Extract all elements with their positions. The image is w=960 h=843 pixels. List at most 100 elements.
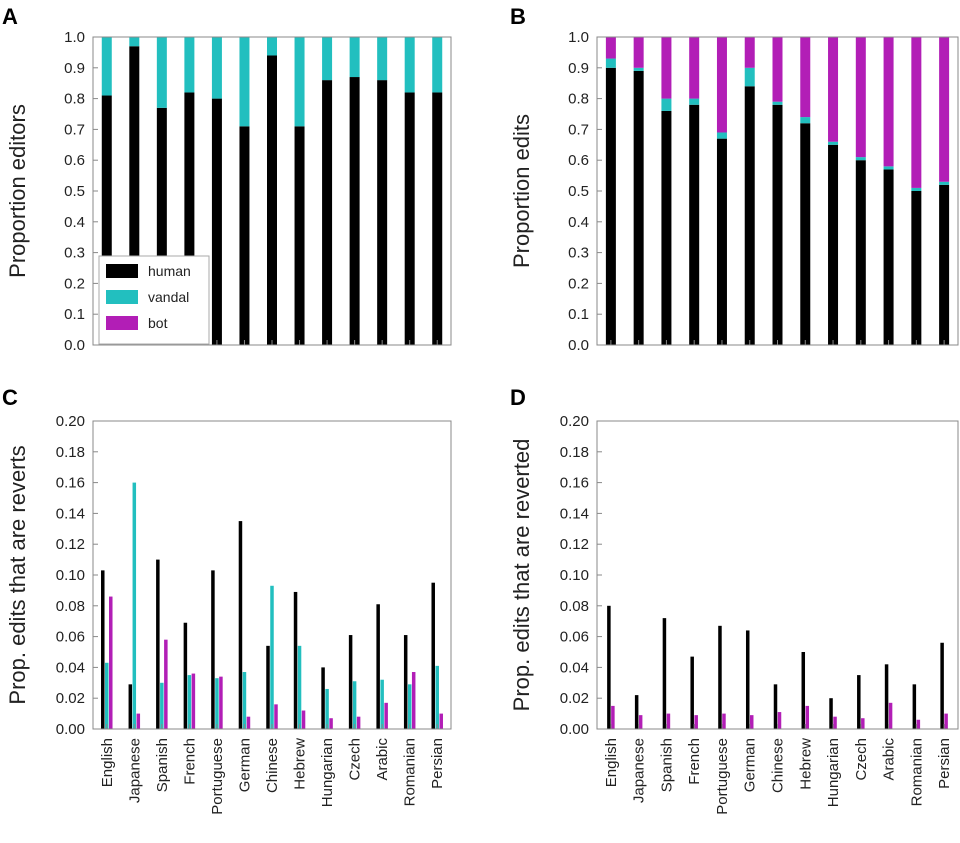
bar-vandal-portuguese xyxy=(211,37,222,99)
y-tick-label: 0.7 xyxy=(64,121,85,138)
bar-human-arabic xyxy=(377,80,388,346)
bar-human-japanese xyxy=(129,46,140,346)
x-tick-label: Japanese xyxy=(126,738,143,803)
bar-bot-romanian xyxy=(911,37,922,188)
y-axis-label: Prop. edits that are reverted xyxy=(509,439,534,712)
bar-human-french xyxy=(690,656,694,729)
panel-letter: B xyxy=(510,4,526,29)
y-tick-label: 0.4 xyxy=(64,214,85,231)
bar-human-romanian xyxy=(911,191,922,345)
y-tick-label: 0.18 xyxy=(56,444,85,461)
y-tick-label: 0.8 xyxy=(568,91,589,108)
y-tick-label: 0.6 xyxy=(64,152,85,169)
bar-human-chinese xyxy=(266,645,270,729)
bar-human-hebrew xyxy=(801,652,806,729)
y-tick-label: 0.00 xyxy=(560,721,589,738)
bar-vandal-hebrew xyxy=(800,117,811,124)
bar-human-persian xyxy=(939,184,950,345)
bar-human-hungarian xyxy=(321,667,325,729)
bar-bot-french xyxy=(689,37,700,99)
bar-vandal-english xyxy=(105,662,109,729)
bar-human-hebrew xyxy=(294,126,305,345)
bar-bot-japanese xyxy=(136,713,141,729)
panel-letter: D xyxy=(510,385,526,410)
bar-bot-czech xyxy=(356,716,361,729)
y-tick-label: 0.20 xyxy=(56,413,85,430)
bar-human-romanian xyxy=(403,635,408,729)
bar-human-hungarian xyxy=(322,80,333,346)
bar-vandal-chinese xyxy=(270,585,274,729)
bar-bot-english xyxy=(109,596,113,729)
bar-human-czech xyxy=(857,675,861,729)
bar-human-japanese xyxy=(128,684,133,729)
bar-vandal-persian xyxy=(939,181,950,185)
bar-bot-chinese xyxy=(777,712,782,729)
bar-vandal-hungarian xyxy=(322,37,333,81)
bar-human-romanian xyxy=(404,92,415,345)
bar-vandal-hungarian xyxy=(828,141,839,145)
bar-vandal-czech xyxy=(855,157,866,161)
x-tick-label: Czech xyxy=(853,738,870,781)
bar-bot-czech xyxy=(855,37,866,158)
bar-bot-japanese xyxy=(633,37,644,68)
bar-vandal-romanian xyxy=(404,37,415,93)
bar-vandal-czech xyxy=(349,37,360,78)
bar-vandal-portuguese xyxy=(716,132,727,139)
bar-bot-arabic xyxy=(888,702,893,729)
y-tick-label: 0.1 xyxy=(568,306,589,323)
y-tick-label: 0.5 xyxy=(568,183,589,200)
bar-vandal-english xyxy=(101,37,112,96)
y-tick-label: 0.08 xyxy=(560,598,589,615)
y-tick-label: 0.9 xyxy=(64,60,85,77)
legend-label-vandal: vandal xyxy=(148,289,189,305)
bar-bot-french xyxy=(191,673,196,729)
x-tick-label: Czech xyxy=(347,738,364,781)
plot-frame xyxy=(92,420,452,730)
bar-bot-hebrew xyxy=(301,710,306,729)
bar-human-spanish xyxy=(156,107,167,345)
bar-bot-hungarian xyxy=(828,37,839,142)
bar-vandal-persian xyxy=(435,665,439,729)
x-tick-label: French xyxy=(686,738,703,785)
bar-human-portuguese xyxy=(716,138,727,345)
bar-vandal-romanian xyxy=(407,684,412,729)
bar-vandal-german xyxy=(744,67,755,87)
y-tick-label: 0.9 xyxy=(568,60,589,77)
x-tick-label: Spanish xyxy=(658,738,675,792)
bar-human-spanish xyxy=(156,559,160,729)
panel-letter: C xyxy=(2,385,18,410)
x-tick-label: Japanese xyxy=(631,738,648,803)
bar-vandal-czech xyxy=(352,681,357,729)
bar-vandal-german xyxy=(242,672,247,729)
x-tick-label: Arabic xyxy=(881,738,898,781)
y-tick-label: 0.00 xyxy=(56,721,85,738)
y-tick-label: 0.02 xyxy=(560,690,589,707)
bar-bot-persian xyxy=(944,713,948,729)
bar-vandal-arabic xyxy=(377,37,388,81)
bar-human-german xyxy=(745,630,750,729)
bar-human-romanian xyxy=(912,684,917,729)
bar-bot-persian xyxy=(939,37,950,182)
bar-vandal-hungarian xyxy=(325,688,329,729)
bar-human-french xyxy=(184,92,195,345)
x-tick-label: German xyxy=(742,738,759,792)
y-tick-label: 0.06 xyxy=(560,629,589,646)
x-tick-label: Hungarian xyxy=(825,738,842,807)
panel-b: B 0.0 0.1 0.2 0.3 0.4 0.5 0.6 0.7 0.8 0.9 1.0 Propor… xyxy=(509,4,959,354)
plot-frame xyxy=(596,420,959,730)
bar-human-french xyxy=(689,104,700,345)
y-tick-label: 0.06 xyxy=(56,629,85,646)
bar-bot-romanian xyxy=(916,719,921,729)
x-tick-label: English xyxy=(99,738,116,787)
bar-human-arabic xyxy=(884,664,889,729)
bar-bot-chinese xyxy=(274,704,278,729)
plot-frame xyxy=(596,36,959,346)
bar-bot-german xyxy=(744,37,755,68)
bar-human-hungarian xyxy=(828,144,839,345)
bar-human-french xyxy=(183,622,188,729)
y-tick-label: 0.3 xyxy=(568,245,589,262)
y-axis-label: Prop. edits that are reverts xyxy=(5,445,30,704)
bar-human-english xyxy=(605,67,616,346)
bar-bot-czech xyxy=(861,718,865,729)
y-tick-label: 0.20 xyxy=(560,413,589,430)
